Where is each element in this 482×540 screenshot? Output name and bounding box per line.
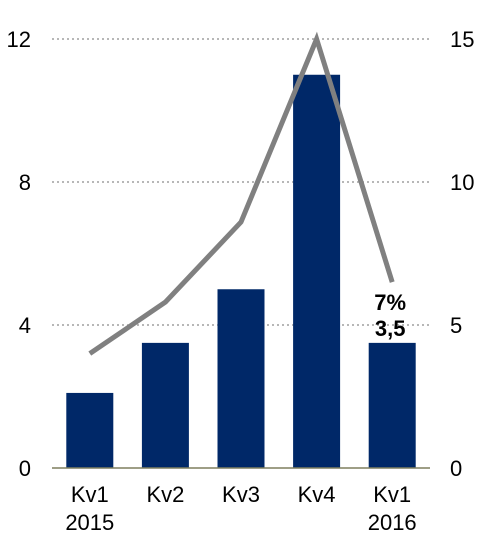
line-series — [88, 31, 395, 356]
category-label: Kv4 — [298, 482, 336, 507]
right-tick-label: 15 — [450, 27, 474, 52]
category-label: Kv3 — [222, 482, 260, 507]
left-tick-label: 4 — [19, 313, 31, 338]
category-label: Kv1 — [71, 482, 109, 507]
category-label: Kv2 — [146, 482, 184, 507]
right-tick-label: 0 — [450, 456, 462, 481]
line-path — [88, 31, 395, 356]
bar — [293, 74, 341, 468]
category-label: 2015 — [65, 510, 114, 535]
bar — [368, 342, 416, 468]
data-label: 7% — [374, 290, 406, 315]
category-labels: Kv1 2015 Kv2 Kv3 Kv4 Kv1 2016 — [65, 482, 416, 535]
category-label: 2016 — [368, 510, 417, 535]
left-tick-label: 0 — [19, 456, 31, 481]
category-label: Kv1 — [373, 482, 411, 507]
data-label: 3,5 — [375, 316, 406, 341]
bar — [217, 289, 265, 468]
right-tick-label: 5 — [450, 313, 462, 338]
left-tick-label: 8 — [19, 170, 31, 195]
data-labels: 3,57% — [374, 290, 406, 341]
right-axis-ticks: 0 5 10 15 — [450, 27, 474, 481]
bar — [66, 392, 114, 468]
gridlines — [52, 38, 430, 326]
right-tick-label: 10 — [450, 170, 474, 195]
bar — [141, 342, 189, 468]
bar-series — [66, 74, 416, 468]
left-tick-label: 12 — [7, 27, 31, 52]
left-axis-ticks: 0 4 8 12 — [7, 27, 31, 481]
